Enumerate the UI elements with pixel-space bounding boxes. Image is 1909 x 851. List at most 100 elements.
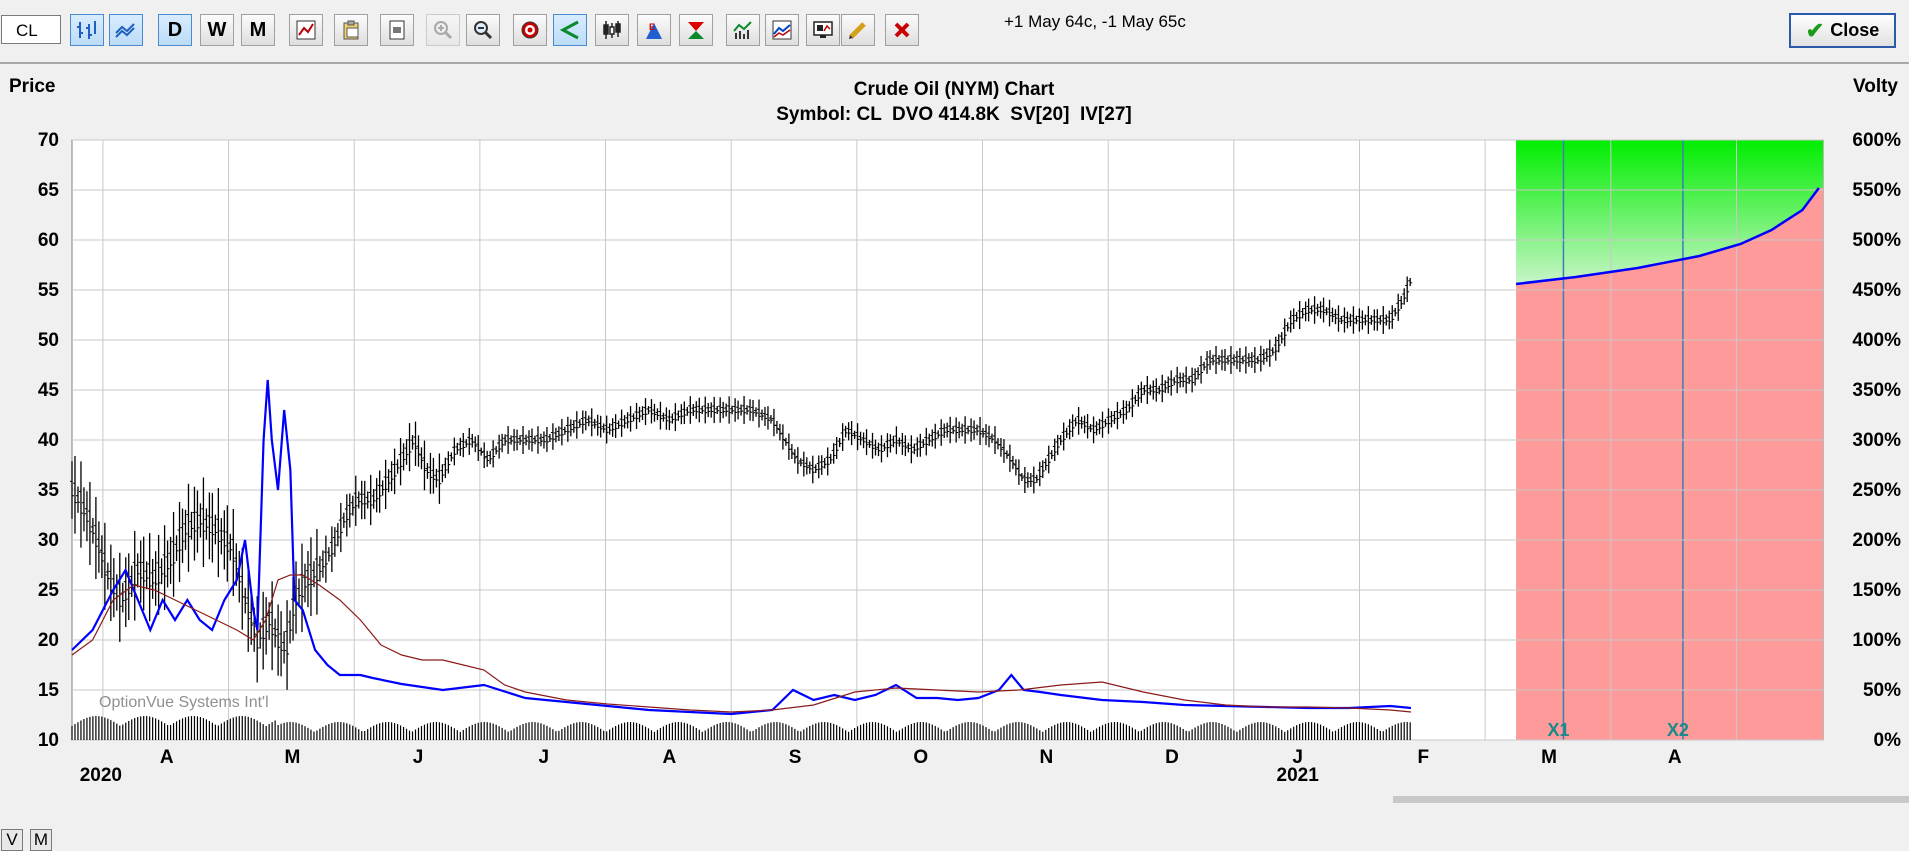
blue-triangle-icon: E <box>646 22 662 39</box>
price-tick-label: 55 <box>38 280 60 301</box>
volatility-tick-label: 400% <box>1852 330 1901 351</box>
price-tick-label: 60 <box>38 230 59 251</box>
bar-chart-icon <box>77 21 96 39</box>
month-tick-label: O <box>913 747 928 768</box>
weekly-button[interactable]: W <box>200 14 234 46</box>
trend-tool-button[interactable] <box>553 14 587 46</box>
svg-text:E: E <box>649 22 655 32</box>
volatility-tick-label: 550% <box>1852 180 1901 201</box>
month-tick-label: J <box>413 747 424 768</box>
toolbar: CL D W M E <box>0 0 1909 64</box>
volatility-tick-label: 350% <box>1852 380 1901 401</box>
month-tick-label: A <box>1668 747 1682 768</box>
strategy-description: +1 May 64c, -1 May 65c <box>1004 12 1186 31</box>
month-tick-label: M <box>1541 747 1557 768</box>
volume-bars-icon <box>733 21 752 39</box>
month-tick-label: D <box>1165 747 1179 768</box>
checkmark-icon: ✔ <box>1805 17 1825 43</box>
price-tick-label: 15 <box>38 680 60 701</box>
price-tick-label: 25 <box>38 580 60 601</box>
print-preview-button[interactable] <box>380 14 414 46</box>
y-axis-label-left: Price <box>9 76 55 97</box>
clipboard-icon <box>343 20 359 40</box>
volume-bars-button[interactable] <box>726 14 760 46</box>
zoom-in-icon <box>434 21 453 40</box>
year-label: 2021 <box>1277 765 1320 786</box>
implied-volatility-line <box>71 574 1412 713</box>
chart-area: Crude Oil (NYM) Chart Symbol: CL DVO 414… <box>0 64 1909 851</box>
volatility-tick-label: 300% <box>1852 430 1901 451</box>
chart-settings-button[interactable] <box>289 14 323 46</box>
daily-button[interactable]: D <box>158 14 192 46</box>
angle-icon <box>559 20 579 40</box>
chart-subtitle: Symbol: CL DVO 414.8K SV[20] IV[27] <box>776 104 1131 125</box>
candlestick-icon <box>603 21 621 39</box>
red-x-icon <box>894 22 910 38</box>
price-tick-label: 45 <box>38 380 60 401</box>
forecast-button[interactable] <box>679 14 713 46</box>
price-volatility-chart[interactable]: Crude Oil (NYM) Chart Symbol: CL DVO 414… <box>0 64 1909 803</box>
line-chart-icon <box>772 20 792 40</box>
price-tick-label: 65 <box>38 180 60 201</box>
draw-tool-button[interactable] <box>841 14 875 46</box>
month-tick-label: M <box>285 747 301 768</box>
hourglass-icon <box>688 22 704 39</box>
month-tick-label: F <box>1418 747 1430 768</box>
volatility-chart-button[interactable] <box>109 14 143 46</box>
month-tick-label: A <box>663 747 677 768</box>
price-tick-label: 70 <box>38 130 59 151</box>
month-tick-label: J <box>538 747 549 768</box>
copy-button[interactable] <box>334 14 368 46</box>
close-button[interactable]: ✔ Close <box>1789 13 1896 48</box>
volatility-tick-label: 500% <box>1852 230 1901 251</box>
pencil-icon <box>849 22 866 39</box>
watermark: OptionVue Systems Int'l <box>99 694 269 711</box>
target-button[interactable] <box>513 14 547 46</box>
volatility-tick-label: 250% <box>1852 480 1901 501</box>
display-options-button[interactable] <box>806 14 840 46</box>
volatility-tick-label: 150% <box>1852 580 1901 601</box>
month-tick-label: A <box>160 747 174 768</box>
profit-zone <box>1516 140 1823 284</box>
document-icon <box>389 20 405 40</box>
chart-grid-icon <box>296 20 316 40</box>
volatility-tick-label: 450% <box>1852 280 1901 301</box>
price-tick-label: 10 <box>38 730 59 751</box>
volatility-lines-icon <box>115 23 135 38</box>
horizontal-scrollbar[interactable] <box>1393 796 1909 803</box>
month-tick-label: J <box>1292 747 1303 768</box>
price-tick-label: 30 <box>38 530 59 551</box>
expiration-label: X2 <box>1667 720 1689 740</box>
volume-toggle-button[interactable]: V <box>1 829 23 851</box>
symbol-input[interactable]: CL <box>1 15 61 44</box>
target-icon <box>521 21 539 39</box>
zoom-in-button[interactable] <box>426 14 460 46</box>
chart-title: Crude Oil (NYM) Chart <box>854 79 1055 100</box>
price-tick-label: 50 <box>38 330 59 351</box>
volatility-tick-label: 600% <box>1852 130 1901 151</box>
price-tick-label: 40 <box>38 430 59 451</box>
year-label: 2020 <box>80 765 122 786</box>
month-tick-label: N <box>1040 747 1054 768</box>
expiration-label: X1 <box>1547 720 1569 740</box>
zoom-out-button[interactable] <box>466 14 500 46</box>
y-axis-label-right: Volty <box>1853 76 1898 97</box>
price-tick-label: 20 <box>38 630 59 651</box>
close-label: Close <box>1830 20 1880 40</box>
bar-chart-button[interactable] <box>70 14 104 46</box>
volatility-tick-label: 100% <box>1852 630 1901 651</box>
volatility-tick-label: 50% <box>1863 680 1901 701</box>
price-tick-label: 35 <box>38 480 60 501</box>
volatility-tick-label: 0% <box>1874 730 1902 751</box>
monthly-button[interactable]: M <box>241 14 275 46</box>
breakeven-line <box>1515 187 1820 286</box>
expected-move-button[interactable]: E <box>637 14 671 46</box>
candlestick-button[interactable] <box>595 14 629 46</box>
indicator-button[interactable] <box>765 14 799 46</box>
volatility-tick-label: 200% <box>1852 530 1901 551</box>
delete-button[interactable] <box>885 14 919 46</box>
m-toggle-button[interactable]: M <box>30 829 52 851</box>
loss-zone <box>1516 188 1823 740</box>
zoom-out-icon <box>474 21 493 40</box>
month-tick-label: S <box>789 747 802 768</box>
